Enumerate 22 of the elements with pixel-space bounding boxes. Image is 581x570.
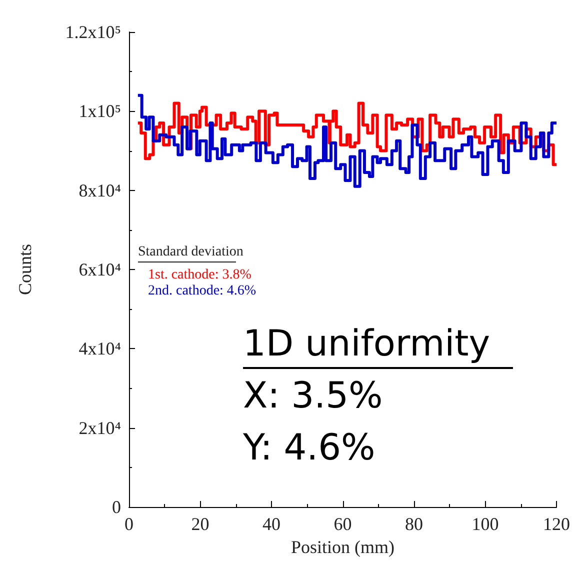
annotation: 1D uniformity [243, 324, 490, 364]
x-tick-label: 20 [191, 514, 210, 534]
annotation: X: 3.5% [243, 376, 383, 416]
x-tick-label: 120 [543, 514, 570, 534]
x-tick-label: 0 [124, 514, 134, 534]
x-tick-label: 40 [262, 514, 280, 534]
legend-title: Standard deviation [138, 244, 244, 260]
y-tick-label: 1x10⁵ [78, 101, 121, 122]
text: 2nd. cathode: 4.6% [148, 284, 256, 298]
y-tick-label: 2x10⁴ [78, 418, 121, 438]
y-tick-label: 4x10⁴ [78, 338, 121, 359]
y-tick-label: 8x10⁴ [78, 180, 121, 200]
y-tick-label: 0 [112, 497, 121, 517]
x-tick-label: 60 [334, 514, 352, 534]
text: 1st. cathode: 3.8% [148, 268, 252, 282]
y-axis-title: Counts [15, 244, 35, 296]
y-tick-label: 1.2x10⁵ [65, 22, 121, 42]
x-tick-label: 80 [405, 514, 423, 534]
y-tick-label: 6x10⁴ [78, 260, 121, 280]
x-tick-label: 100 [472, 514, 499, 534]
annotation: Y: 4.6% [242, 428, 376, 468]
x-axis-title: Position (mm) [290, 536, 395, 557]
